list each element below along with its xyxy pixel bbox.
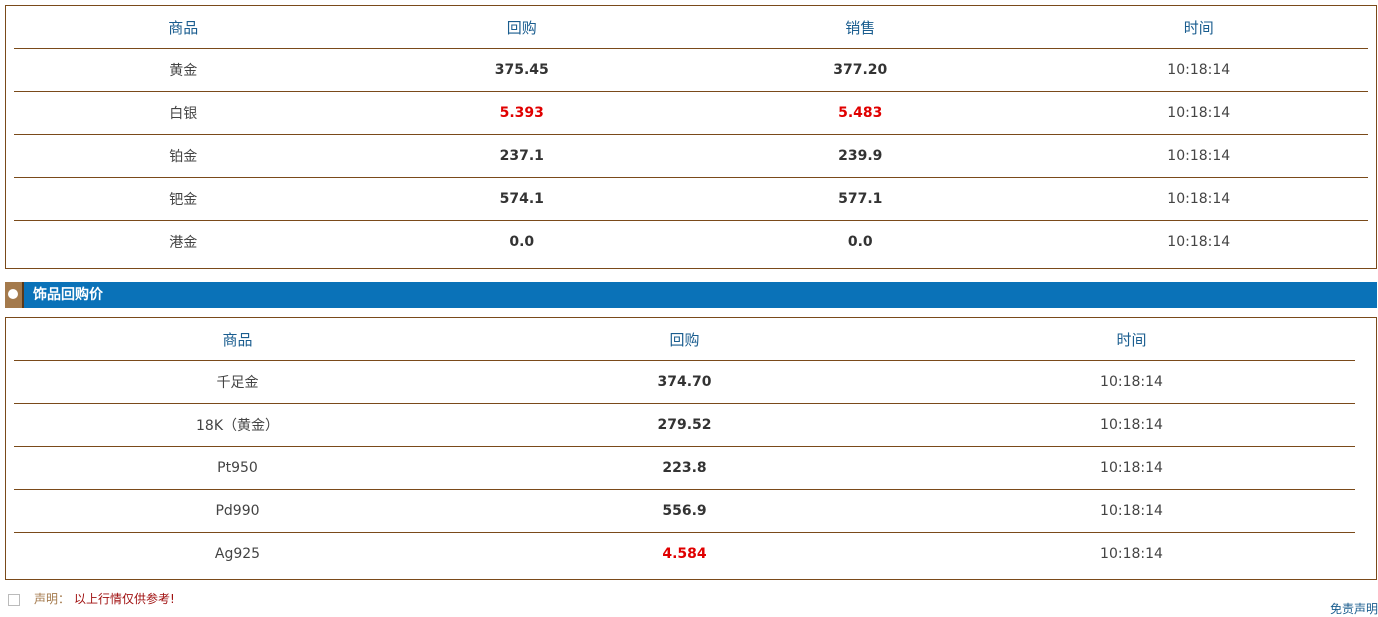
table-cell: 5.393 xyxy=(352,91,691,135)
table-cell: 374.70 xyxy=(461,360,908,404)
table-cell: 10:18:14 xyxy=(908,360,1355,404)
table-cell: 4.584 xyxy=(662,546,707,562)
table-row: Pt950 223.8 10:18:14 xyxy=(14,446,1355,490)
column-header: 回购 xyxy=(352,6,691,49)
table-cell: 钯金 xyxy=(14,177,353,221)
table-cell: 5.483 xyxy=(691,91,1030,135)
footer: 声明： 以上行情仅供参考! xyxy=(8,590,175,607)
table-cell: 白银 xyxy=(14,91,353,135)
table-cell: 10:18:14 xyxy=(908,446,1355,490)
table-cell: 10:18:14 xyxy=(1100,546,1163,562)
section-title: 饰品回购价 xyxy=(33,287,103,303)
table-row: Ag925 4.584 10:18:14 xyxy=(14,533,1355,576)
footer-text: 以上行情仅供参考! xyxy=(74,592,175,606)
table-row: 白银 5.393 5.483 10:18:14 xyxy=(14,91,1368,135)
table-cell: 556.9 xyxy=(461,489,908,533)
column-header: 时间 xyxy=(1029,6,1368,49)
footer-label: 声明： xyxy=(34,592,71,606)
table-row: 黄金 375.45 377.20 10:18:14 xyxy=(14,48,1368,92)
table-cell: Ag925 xyxy=(214,546,261,562)
header-row: 商品 回购 销售 时间 xyxy=(14,6,1368,49)
table-row: 18K（黄金） 279.52 10:18:14 xyxy=(14,403,1355,447)
table-cell: 10:18:14 xyxy=(908,489,1355,533)
table-row: 港金 0.0 0.0 10:18:14 xyxy=(14,221,1368,264)
table-cell: Pd990 xyxy=(14,489,461,533)
table-cell: 10:18:14 xyxy=(1029,134,1368,178)
section-icon xyxy=(5,282,24,308)
table-cell: 10:18:14 xyxy=(1029,177,1368,221)
table-cell: 10:18:14 xyxy=(908,403,1355,447)
column-header: 商品 xyxy=(14,6,353,49)
table-cell: 18K（黄金） xyxy=(14,403,461,447)
table-cell: 377.20 xyxy=(691,48,1030,92)
jewelry-panel: 商品 回购 时间 千足金 374.70 10:18:14 18K（黄金） 279.52 10:1… xyxy=(5,317,1377,580)
column-header: 时间 xyxy=(908,318,1355,361)
column-header: 商品 xyxy=(14,318,461,361)
table-cell: 黄金 xyxy=(14,48,353,92)
header-row: 商品 回购 时间 xyxy=(14,318,1355,361)
table-cell: 千足金 xyxy=(14,360,461,404)
table-row: Pd990 556.9 10:18:14 xyxy=(14,489,1355,533)
price-panel: 商品 回购 销售 时间 黄金 375.45 377.20 10:18:14 白银 5.393 5.4… xyxy=(5,5,1377,269)
table-cell: 279.52 xyxy=(461,403,908,447)
table-row: 钯金 574.1 577.1 10:18:14 xyxy=(14,177,1368,221)
table-cell: 577.1 xyxy=(691,177,1030,221)
jewelry-table: 商品 回购 时间 千足金 374.70 10:18:14 18K（黄金） 279.52 10:1… xyxy=(14,318,1355,575)
table-cell: 375.45 xyxy=(352,48,691,92)
disclaimer-link[interactable]: 免责声明 xyxy=(1330,602,1378,616)
table-cell: 10:18:14 xyxy=(1029,91,1368,135)
column-header: 销售 xyxy=(691,6,1030,49)
price-table: 商品 回购 销售 时间 黄金 375.45 377.20 10:18:14 白银 5.393 5.4… xyxy=(14,6,1368,263)
checkbox[interactable] xyxy=(8,593,20,606)
table-cell: 0.0 xyxy=(847,234,873,250)
column-header: 回购 xyxy=(461,318,908,361)
table-cell: 237.1 xyxy=(352,134,691,178)
table-cell: 239.9 xyxy=(691,134,1030,178)
table-cell: 223.8 xyxy=(461,446,908,490)
table-cell: 铂金 xyxy=(14,134,353,178)
table-row: 千足金 374.70 10:18:14 xyxy=(14,360,1355,404)
table-cell: 0.0 xyxy=(509,234,535,250)
table-cell: 10:18:14 xyxy=(1167,234,1231,250)
table-cell: 港金 xyxy=(169,235,198,251)
table-cell: Pt950 xyxy=(14,446,461,490)
table-cell: 574.1 xyxy=(352,177,691,221)
section-bar: 饰品回购价 xyxy=(5,282,1377,308)
table-cell: 10:18:14 xyxy=(1029,48,1368,92)
table-row: 铂金 237.1 239.9 10:18:14 xyxy=(14,134,1368,178)
